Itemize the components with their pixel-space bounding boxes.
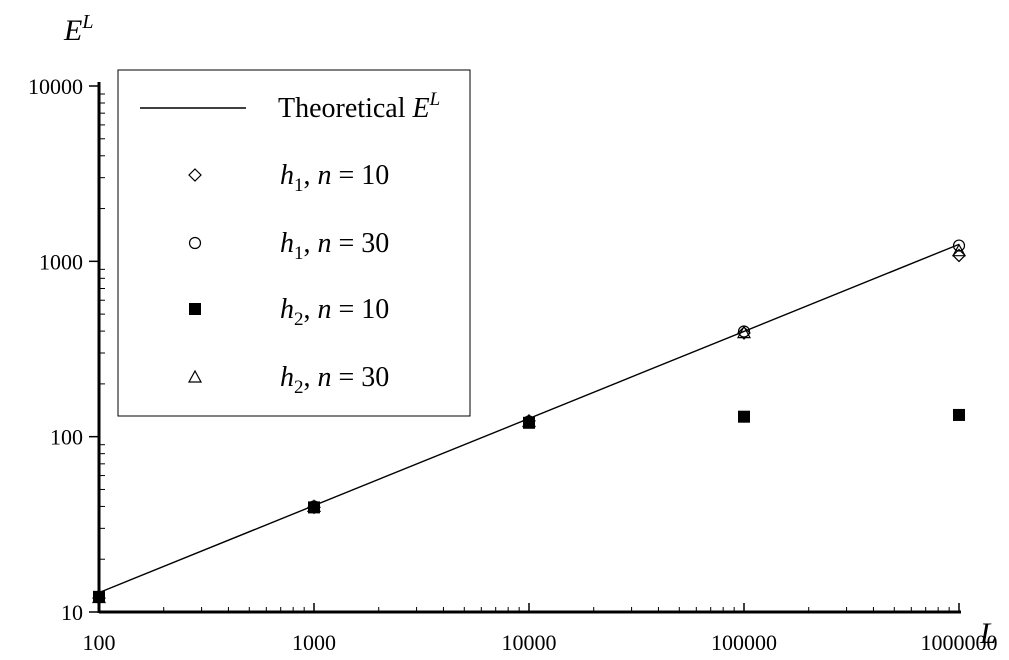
x-axis-title: L [979,617,997,650]
data-point-square-filled [953,408,965,421]
legend-label-theoretical: Theoretical EL [278,89,440,124]
data-point-diamond-open [737,326,751,340]
data-point-circle-open [737,325,751,338]
legend-label-h2-n10: h2, n = 10 [280,294,389,330]
x-tick-label: 100 [83,630,116,655]
data-point-diamond-open [307,500,321,515]
data-point-diamond-open [952,248,966,263]
x-tick-label: 1000 [292,630,336,655]
legend-marker-square-filled [189,303,201,315]
legend-label-h1-n10: h1, n = 10 [280,160,389,196]
x-tick-label: 100000 [711,630,777,655]
y-tick-label: 100 [50,425,83,450]
x-tick-label: 10000 [502,630,557,655]
legend-marker-triangle-open [187,369,203,383]
legend-markers [187,168,203,383]
data-point-square-filled [93,590,105,603]
legend-marker-diamond-open [188,168,202,182]
legend: Theoretical EL h1, n = 10 h1, n = 30 h2,… [117,69,471,417]
data-point-diamond-open [92,591,106,605]
data-point-square-filled [738,410,750,423]
y-tick-label: 10 [61,600,83,625]
legend-label-h2-n30: h2, n = 30 [280,362,389,398]
legend-label-h1-n30: h1, n = 30 [280,228,389,264]
data-point-triangle-open [736,325,752,339]
legend-marker-circle-open [188,236,202,250]
data-point-circle-open [952,239,966,252]
axes [97,82,961,614]
marker-series [91,239,967,605]
data-point-diamond-open [522,414,536,428]
y-axis-title: EL [63,11,93,47]
y-tick-label: 10000 [28,74,83,99]
data-point-square-filled [308,501,320,514]
x-tick-label: 1000000 [921,630,998,655]
legend-box [117,69,471,417]
y-tick-label: 1000 [39,249,83,274]
